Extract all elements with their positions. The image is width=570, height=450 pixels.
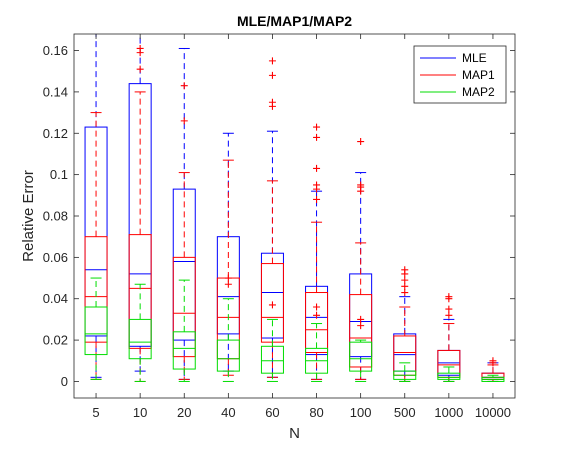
outlier-point xyxy=(445,305,453,313)
x-tick-label: 500 xyxy=(394,405,416,420)
y-tick-label: 0.16 xyxy=(43,43,68,58)
outlier-point xyxy=(401,282,409,290)
box xyxy=(84,306,108,356)
chart-marks xyxy=(84,34,505,382)
y-tick-label: 0.04 xyxy=(43,291,68,306)
box xyxy=(349,341,373,372)
x-tick-label: 60 xyxy=(265,405,279,420)
box xyxy=(172,256,196,358)
chart-legend: MLE MAP1 MAP2 xyxy=(413,45,507,104)
outlier-point xyxy=(224,280,232,288)
y-tick-label: 0 xyxy=(61,374,68,389)
box xyxy=(128,234,152,349)
box xyxy=(305,292,329,354)
y-tick-label: 0.1 xyxy=(50,167,68,182)
outlier-point xyxy=(313,195,321,203)
box xyxy=(349,294,373,368)
outlier-point xyxy=(401,276,409,284)
y-axis-label: Relative Error xyxy=(20,170,37,262)
legend-label-mle: MLE xyxy=(462,51,487,65)
x-tick-label: 80 xyxy=(309,405,323,420)
box xyxy=(84,126,108,337)
y-tick-label: 0.02 xyxy=(43,333,68,348)
box xyxy=(128,318,152,360)
outlier-point xyxy=(445,311,453,319)
outlier-point xyxy=(136,65,144,73)
x-tick-label: 10000 xyxy=(475,405,511,420)
series-map1 xyxy=(84,44,505,382)
outlier-point xyxy=(357,322,365,330)
box xyxy=(172,331,196,370)
outlier-point xyxy=(313,164,321,172)
x-tick-label: 100 xyxy=(350,405,372,420)
chart-title: MLE/MAP1/MAP2 xyxy=(237,13,352,29)
outlier-point xyxy=(357,138,365,146)
outlier-point xyxy=(445,293,453,301)
x-tick-label: 1000 xyxy=(434,405,463,420)
box xyxy=(128,83,152,347)
y-tick-label: 0.08 xyxy=(43,209,68,224)
outlier-point xyxy=(224,274,232,282)
legend-label-map2: MAP2 xyxy=(462,85,495,99)
outlier-point xyxy=(313,123,321,131)
outlier-point xyxy=(357,181,365,189)
outlier-point xyxy=(313,303,321,311)
series-map2 xyxy=(84,277,505,382)
y-tick-label: 0.06 xyxy=(43,250,68,265)
outlier-point xyxy=(357,315,365,323)
outlier-point xyxy=(268,301,276,309)
outlier-point xyxy=(268,57,276,65)
outlier-point xyxy=(180,82,188,90)
x-tick-label: 10 xyxy=(133,405,147,420)
outlier-point xyxy=(489,357,497,365)
x-axis-label: N xyxy=(289,425,300,442)
x-tick-label: 20 xyxy=(177,405,191,420)
legend-label-map1: MAP1 xyxy=(462,68,495,82)
x-tick-label: 5 xyxy=(92,405,99,420)
outlier-point xyxy=(313,311,321,319)
box xyxy=(216,339,240,372)
x-tick-label: 40 xyxy=(221,405,235,420)
chart-axes: 0 0.02 0.04 0.06 0.08 0.1 0.12 0.14 0.16 5 10 20 40 6… xyxy=(43,34,515,420)
outlier-point xyxy=(401,266,409,274)
outlier-point xyxy=(268,71,276,79)
box xyxy=(260,345,284,374)
outlier-point xyxy=(313,181,321,189)
box xyxy=(437,372,461,380)
outlier-point xyxy=(180,117,188,125)
outlier-point xyxy=(136,44,144,52)
outlier-point xyxy=(313,133,321,141)
y-tick-label: 0.14 xyxy=(43,84,68,99)
y-tick-label: 0.12 xyxy=(43,126,68,141)
outlier-point xyxy=(401,289,409,297)
box xyxy=(84,236,108,343)
outlier-point xyxy=(268,98,276,106)
